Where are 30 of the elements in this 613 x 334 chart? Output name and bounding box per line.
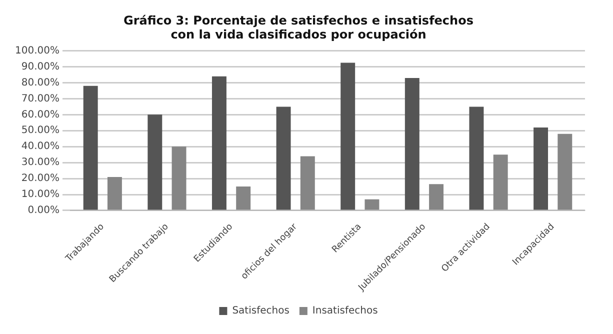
bar — [107, 176, 122, 210]
bar — [172, 146, 186, 210]
legend-label: Insatisfechos — [312, 306, 378, 317]
legend-label: Satisfechos — [232, 306, 290, 317]
y-tick-label: 10.00% — [21, 189, 60, 200]
y-tick-label: 20.00% — [21, 173, 60, 184]
y-tick-label: 50.00% — [21, 125, 60, 136]
y-tick-label: 90.00% — [21, 61, 60, 72]
bar — [493, 154, 508, 210]
bar — [404, 78, 420, 210]
bar — [429, 184, 444, 210]
bar — [236, 186, 251, 210]
bar — [148, 114, 162, 210]
y-tick-label: 70.00% — [21, 93, 60, 104]
bar — [300, 156, 315, 210]
y-tick-label: 0.00% — [28, 205, 60, 216]
y-tick-label: 40.00% — [21, 141, 60, 152]
bar — [534, 127, 548, 210]
y-tick-label: 60.00% — [21, 109, 60, 120]
bar — [558, 134, 572, 210]
y-tick-label: 100.00% — [14, 45, 60, 56]
bar — [340, 62, 356, 210]
bar — [469, 106, 484, 210]
bar — [276, 106, 291, 210]
bar — [212, 76, 226, 210]
y-tick-label: 30.00% — [21, 157, 60, 168]
chart-title: Gráfico 3: Porcentaje de satisfechos e insatisfechos con la vida clasificados por ocupación — [124, 13, 474, 42]
bar — [83, 86, 98, 210]
bar — [364, 199, 380, 210]
y-tick-label: 80.00% — [21, 77, 60, 88]
